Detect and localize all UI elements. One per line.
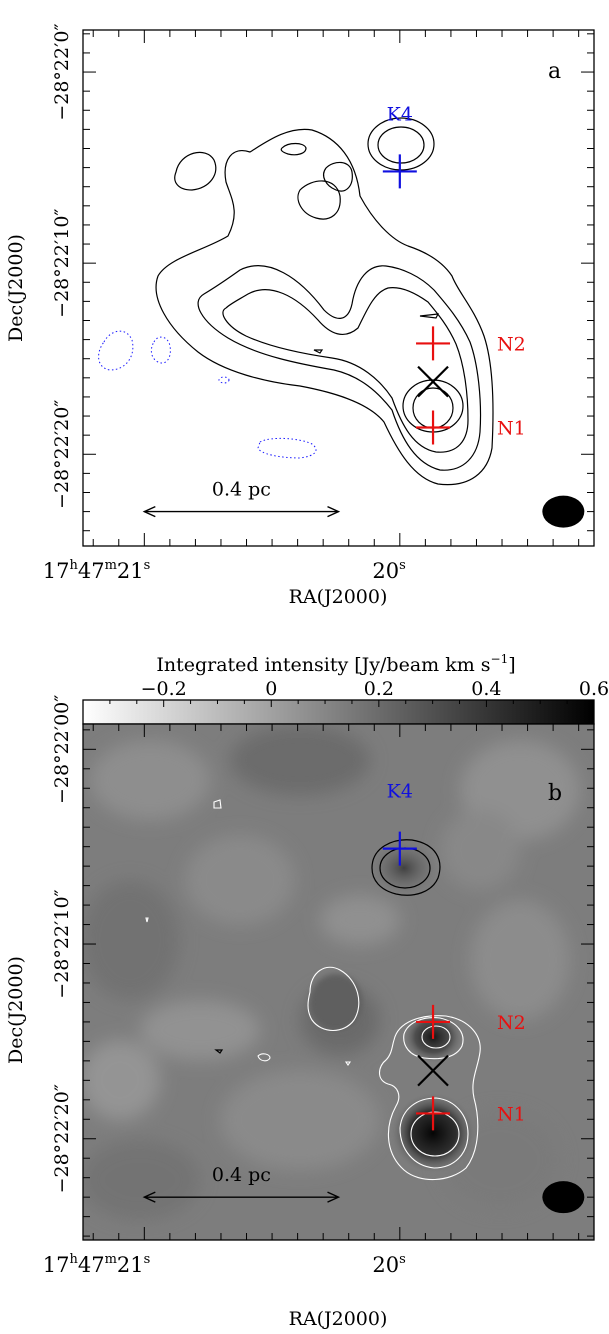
y-tick-label: −28°22′00″ — [51, 695, 73, 804]
marker-n2 — [416, 326, 451, 361]
panel-a-marks: 0.4 pc K4 N2 N1 — [142, 103, 585, 528]
contour-fragment-2 — [313, 349, 324, 354]
panel-a: 0.4 pc K4 N2 N1 −28°22′0″ −28°22′10″ −28°22′2… — [5, 23, 595, 608]
marker-k4 — [382, 831, 417, 866]
colorbar-tick-label: 0 — [265, 678, 277, 700]
colorbar-tick-label: 0.4 — [471, 678, 501, 700]
scalebar-arrow-left — [142, 505, 156, 518]
marker-label-k4: K4 — [387, 103, 413, 125]
panel-a-axes: −28°22′0″ −28°22′10″ −28°22′20″ 17h47m21s 20… — [43, 23, 594, 583]
marker-label-n2: N2 — [497, 333, 526, 355]
panel-b-contours-white — [145, 799, 481, 1181]
neg-contour-3 — [218, 376, 230, 384]
marker-n1 — [416, 410, 451, 445]
marker-cross — [417, 1054, 449, 1087]
contour-hole-2 — [323, 161, 353, 192]
contour-k4-outer — [367, 117, 435, 171]
scalebar-label: 0.4 pc — [212, 1164, 271, 1186]
panel-b-xlabel: RA(J2000) — [289, 1308, 388, 1330]
scalebar-arrow-right — [327, 1191, 341, 1203]
scalebar-arrow-left — [142, 1191, 156, 1203]
marker-k4 — [382, 154, 417, 189]
marker-label-k4: K4 — [387, 781, 413, 803]
x-tick-label: 20s — [372, 558, 405, 583]
contour-hole-1 — [297, 180, 341, 220]
x-tick-label: 17h47m21s — [43, 558, 151, 583]
contour-b-k4-outer — [371, 839, 441, 896]
y-tick-label: −28°22′0″ — [51, 23, 73, 120]
panel-b-marks: 0.4 pc K4 N2 N1 — [142, 781, 585, 1214]
y-tick-label: −28°22′20″ — [51, 400, 73, 509]
panel-b-axes: −28°22′00″ −28°22′10″ −28°22′20″ 17h47m21s 2… — [43, 695, 594, 1277]
panel-b-ylabel: Dec(J2000) — [5, 956, 27, 1064]
panel-a-xlabel: RA(J2000) — [289, 586, 388, 608]
marker-cross — [417, 365, 449, 398]
x-tick-label: 20s — [372, 1252, 405, 1277]
marker-label-n1: N1 — [497, 1103, 526, 1125]
contour-b-outer — [378, 1015, 481, 1181]
contour-hole-3 — [280, 142, 307, 156]
contour-outer — [155, 128, 494, 486]
contour-b-frag-4 — [344, 1061, 352, 1066]
colorbar-ticks: −0.2 0 0.2 0.4 0.6 — [109, 678, 609, 707]
panel-b: Integrated intensity [Jy/beam km s−1] −0… — [5, 652, 609, 1330]
panel-b-frame — [82, 723, 595, 1241]
scalebar-label: 0.4 pc — [212, 479, 271, 501]
contour-b-frag-5 — [214, 1049, 224, 1054]
panel-a-contours — [155, 117, 494, 486]
colorbar-tick-label: 0.6 — [579, 678, 609, 700]
neg-contour-2 — [150, 336, 171, 364]
scalebar-arrow-right — [327, 505, 341, 518]
panel-a-negative-contours — [98, 330, 317, 459]
marker-label-n2: N2 — [497, 1012, 526, 1034]
heatmap-image — [83, 724, 594, 1240]
contour-b-n1-mid — [399, 1097, 469, 1169]
y-tick-label: −28°22′10″ — [51, 889, 73, 998]
panel-b-label: b — [548, 781, 562, 806]
colorbar-tick-label: 0.2 — [364, 678, 394, 700]
marker-label-n1: N1 — [497, 418, 526, 440]
panel-a-frame — [82, 29, 595, 547]
y-tick-label: −28°22′10″ — [51, 208, 73, 317]
marker-n1 — [416, 1096, 451, 1131]
contour-inner — [222, 287, 469, 453]
colorbar-tick-label: −0.2 — [141, 678, 187, 700]
panel-a-label: a — [548, 59, 561, 84]
marker-n2 — [416, 1004, 451, 1039]
contour-b-frag-3 — [145, 917, 149, 923]
panel-a-ylabel: Dec(J2000) — [5, 234, 27, 342]
contour-fragment-1 — [419, 313, 440, 319]
contour-b-n1-inner — [410, 1111, 460, 1157]
neg-contour-1 — [98, 330, 134, 371]
colorbar — [82, 699, 595, 725]
beam-ellipse — [542, 495, 585, 528]
contour-k4-inner — [377, 126, 425, 164]
contour-b-blob — [307, 966, 360, 1032]
contour-mid — [197, 265, 482, 471]
contour-blob-left — [174, 151, 217, 191]
y-tick-label: −28°22′20″ — [51, 1084, 73, 1193]
x-tick-label: 17h47m21s — [43, 1252, 151, 1277]
contour-b-frag-2 — [257, 1053, 271, 1062]
beam-ellipse — [542, 1181, 585, 1214]
neg-contour-4 — [257, 437, 317, 459]
contour-b-frag-1 — [213, 799, 222, 809]
contour-b-n2-mid — [403, 1017, 464, 1060]
colorbar-label: Integrated intensity [Jy/beam km s−1] — [156, 652, 515, 676]
contour-b-n2-inner — [421, 1025, 451, 1049]
